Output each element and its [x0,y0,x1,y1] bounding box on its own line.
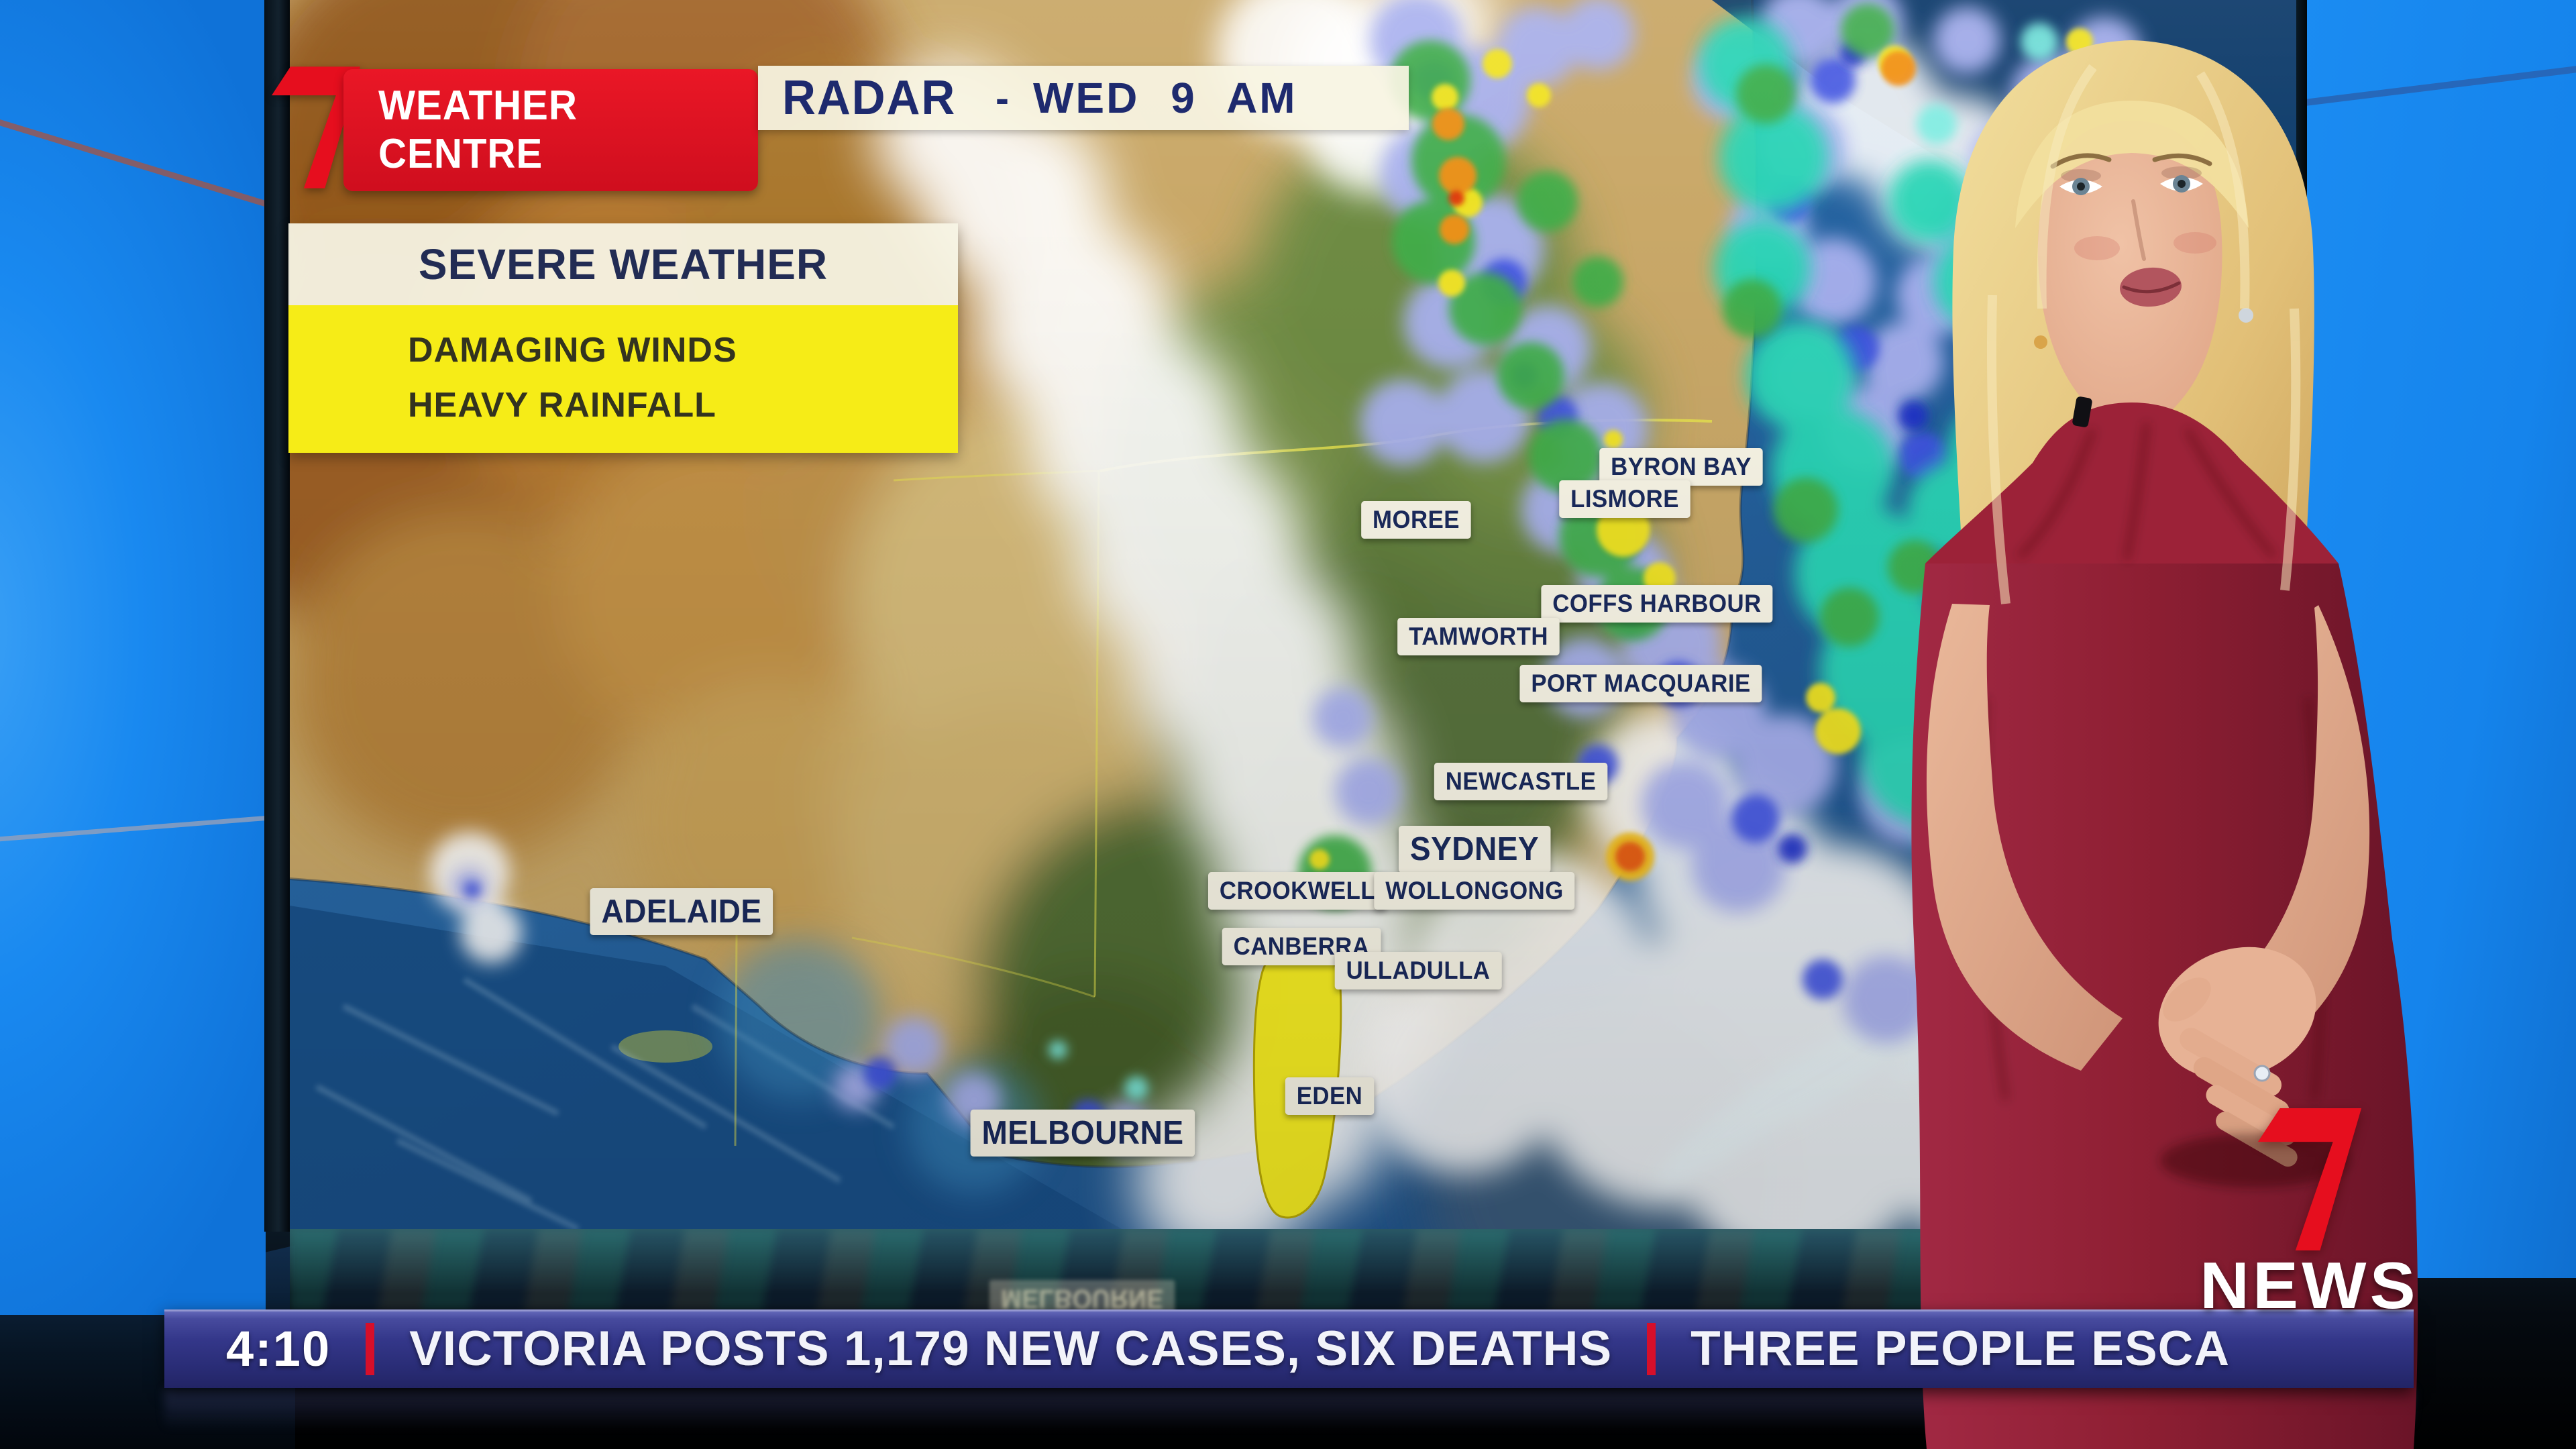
radar-separator: - [995,75,1009,121]
severe-weather-title: SEVERE WEATHER [288,223,958,305]
map-label-eden: EDEN [1285,1077,1375,1116]
map-label-lismore: LISMORE [1559,480,1691,518]
ticker-separator-bar [1647,1322,1656,1375]
small-clouds-west [429,832,522,963]
studio-wall-left [0,0,312,1315]
map-label-melbourne: MELBOURNE [970,1110,1195,1157]
map-label-coffs-harbour: COFFS HARBOUR [1541,584,1773,623]
radar-title-strip: RADAR - WED 9 AM [758,66,1409,130]
presenter-eyes [2050,153,2212,195]
presenter-hands [2158,947,2348,1187]
map-label-ulladulla: ULLADULLA [1334,952,1502,990]
seven-news-wordmark: NEWS [2200,1248,2419,1322]
map-label-port-macquarie: PORT MACQUARIE [1519,664,1762,702]
microphone-clip [2072,396,2092,427]
map-label-sydney: SYDNEY [1398,825,1550,873]
map-label-wollongong: WOLLONGONG [1374,872,1575,910]
reflected-melbourne-label: MELBOURNE [989,1280,1175,1311]
ticker-separator-bar [366,1322,375,1375]
earring [2239,308,2253,323]
wave-streaks [315,977,896,1229]
radar-title: RADAR [782,71,957,125]
map-label-moree: MOREE [1361,500,1471,539]
presenter-dress-cowl [1925,402,2339,564]
warning-polygon [1252,945,1342,1219]
weather-centre-line1: WEATHER [378,83,578,129]
map-label-adelaide: ADELAIDE [590,888,773,936]
ticker-headline: THREE PEOPLE ESCA [1690,1322,2231,1376]
presenter-arm-right [2186,605,2370,1076]
ticker-clock: 4:10 [226,1321,331,1377]
news-ticker: 4:10 VICTORIA POSTS 1,179 NEW CASES, SIX… [164,1309,2414,1388]
seven-news-seven-icon [2257,1108,2363,1250]
weather-centre-line2: CENTRE [378,131,543,177]
map-label-byron-bay: BYRON BAY [1599,448,1763,486]
weather-presenter [1911,40,2418,1449]
seven-news-logo: NEWS [2184,1108,2435,1330]
severe-weather-warnings: DAMAGING WINDS HEAVY RAINFALL [288,305,958,453]
radar-timestamp: WED 9 AM [1032,74,1297,122]
map-label-newcastle: NEWCASTLE [1434,763,1607,801]
warning-item: DAMAGING WINDS [408,331,737,370]
weather-centre-badge: WEATHER CENTRE [343,69,758,191]
videowall-bezel-left [264,0,290,1232]
ticker-headline: VICTORIA POSTS 1,179 NEW CASES, SIX DEAT… [409,1322,1613,1376]
state-borders [734,419,1713,1147]
warning-item: HEAVY RAINFALL [408,386,716,425]
map-label-canberra: CANBERRA [1222,927,1381,965]
cloud-band [873,0,1497,1229]
presenter-arm-left [1926,604,2123,1071]
map-label-tamworth: TAMWORTH [1397,617,1560,655]
coastal-water-glow [719,939,1041,1194]
ring [2253,1065,2271,1082]
presenter-lips [2120,267,2182,307]
map-label-crookwell: CROOKWELL [1208,872,1387,910]
severe-weather-panel: SEVERE WEATHER DAMAGING WINDS HEAVY RAIN… [288,223,958,453]
wall-seam [0,119,305,219]
sea-deep-south [290,906,1122,1229]
earring [2034,335,2047,349]
hair-highlights [1986,64,2301,604]
